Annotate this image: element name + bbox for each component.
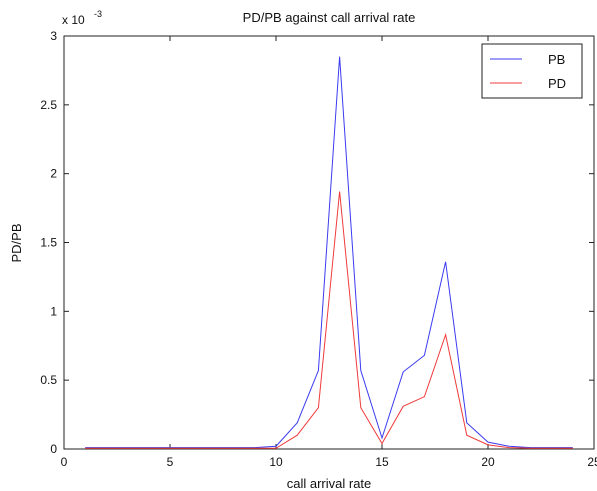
y-axis-ticks: 0 0.5 1 1.5 2 2.5 3 bbox=[40, 29, 594, 456]
x-tick-label: 20 bbox=[481, 455, 495, 469]
y-tick-label: 3 bbox=[50, 29, 57, 43]
x-tick-label: 15 bbox=[375, 455, 389, 469]
series-layer bbox=[85, 56, 573, 449]
legend-box bbox=[481, 43, 583, 99]
x-tick-label: 25 bbox=[587, 455, 597, 469]
y-tick-label: 1 bbox=[50, 304, 57, 318]
x-axis-label: call arrival rate bbox=[287, 476, 372, 491]
x-tick-label: 10 bbox=[269, 455, 283, 469]
exponent-base: x 10 bbox=[62, 13, 85, 27]
y-axis-label: PD/PB bbox=[9, 223, 24, 262]
legend: PB PD bbox=[481, 43, 583, 99]
exponent-power: -3 bbox=[94, 9, 102, 19]
y-tick-label: 0 bbox=[50, 442, 57, 456]
x-tick-label: 5 bbox=[167, 455, 174, 469]
x-axis-ticks: 0 5 10 15 20 25 bbox=[61, 36, 597, 469]
series-line-pd bbox=[85, 191, 573, 449]
exponent-label: x 10 -3 bbox=[62, 9, 102, 27]
legend-label-pb: PB bbox=[548, 52, 565, 67]
series-line-pb bbox=[85, 56, 573, 449]
x-tick-label: 0 bbox=[61, 455, 68, 469]
y-tick-label: 0.5 bbox=[40, 373, 57, 387]
plot-area bbox=[63, 35, 595, 450]
chart-title: PD/PB against call arrival rate bbox=[243, 10, 416, 25]
y-tick-label: 2 bbox=[50, 167, 57, 181]
y-tick-label: 1.5 bbox=[40, 236, 57, 250]
y-tick-label: 2.5 bbox=[40, 98, 57, 112]
legend-label-pd: PD bbox=[548, 76, 566, 91]
